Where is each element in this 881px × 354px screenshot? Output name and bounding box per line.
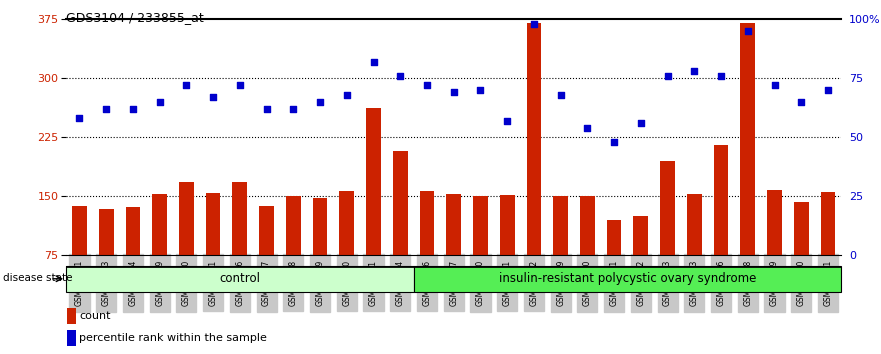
Point [447,90,461,95]
Bar [580,196,595,255]
Bar [794,201,809,255]
Text: disease state: disease state [3,273,72,283]
Bar [339,190,354,255]
Bar [447,194,461,255]
Bar [660,161,675,255]
Bar [820,192,835,255]
Bar [553,196,568,255]
Point [527,21,541,27]
Point [180,82,194,88]
Text: percentile rank within the sample: percentile rank within the sample [79,333,267,343]
Bar [179,182,194,255]
Bar [67,330,76,346]
Text: GDS3104 / 233855_at: GDS3104 / 233855_at [66,11,204,24]
Point [687,68,701,74]
Point [313,99,327,105]
Point [152,99,167,105]
Point [767,82,781,88]
Bar [687,194,701,255]
Point [206,94,220,100]
Point [714,73,728,79]
Point [473,87,487,93]
Bar [413,266,841,292]
Bar [767,190,781,255]
Bar [393,151,408,255]
Point [100,106,114,112]
Text: insulin-resistant polycystic ovary syndrome: insulin-resistant polycystic ovary syndr… [499,272,756,285]
Bar [366,108,381,255]
Point [72,115,86,121]
Point [553,92,567,98]
Bar [313,198,328,255]
Bar [500,195,515,255]
Point [260,106,274,112]
Bar [740,23,755,255]
Bar [126,207,140,255]
Bar [527,23,541,255]
Bar [259,206,274,255]
Bar [99,209,114,255]
Point [126,106,140,112]
Bar [607,219,621,255]
Point [661,73,675,79]
Point [741,28,755,34]
Bar [473,196,488,255]
Bar [67,308,76,324]
Bar [714,145,729,255]
Text: count: count [79,311,111,321]
Point [233,82,247,88]
Point [286,106,300,112]
Point [821,87,835,93]
Bar [419,190,434,255]
Point [633,120,648,126]
Text: control: control [219,272,261,285]
Bar [152,194,167,255]
Point [794,99,808,105]
Bar [286,196,300,255]
Point [340,92,354,98]
Bar [233,182,248,255]
Bar [633,216,648,255]
Point [420,82,434,88]
Bar [72,206,87,255]
Point [607,139,621,145]
Point [393,73,407,79]
Point [581,125,595,131]
Point [500,118,515,124]
Point [366,59,381,65]
Bar [66,266,413,292]
Bar [206,193,220,255]
